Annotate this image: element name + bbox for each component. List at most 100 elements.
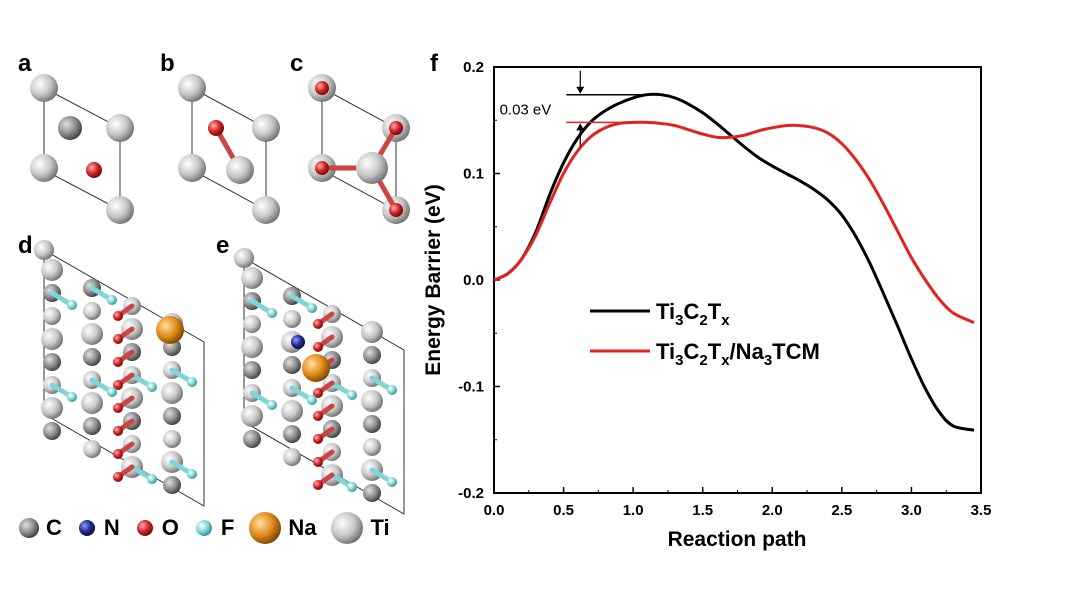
f-atom bbox=[147, 382, 157, 392]
ti-atom bbox=[83, 302, 101, 320]
atom-legend-item-c: C bbox=[18, 515, 62, 541]
ti-atom bbox=[163, 430, 181, 448]
x-tick-label: 1.5 bbox=[692, 502, 713, 519]
nitrogen-atom-icon bbox=[78, 520, 95, 536]
x-tick-label: 3.5 bbox=[971, 502, 992, 519]
c-atom bbox=[363, 346, 381, 364]
o-atom bbox=[315, 161, 329, 175]
atom-legend-item-na: Na bbox=[248, 511, 316, 545]
o-atom bbox=[113, 357, 123, 367]
f-atom bbox=[147, 474, 157, 484]
atom-legend-item-o: O bbox=[134, 515, 179, 541]
ti-atom bbox=[178, 154, 206, 182]
series-line-ti3c2tx-na3tcm bbox=[493, 120, 975, 324]
atom-legend: C N O F Na Ti bbox=[18, 510, 390, 546]
o-atom bbox=[113, 449, 123, 459]
x-axis-label: Reaction path bbox=[668, 528, 807, 551]
ti-atom bbox=[234, 248, 254, 268]
atom-legend-label: O bbox=[161, 515, 179, 540]
atom-legend-label: Na bbox=[288, 515, 317, 540]
o-atom bbox=[113, 403, 123, 413]
atom-legend-label: F bbox=[220, 515, 235, 540]
ti-atom bbox=[161, 382, 183, 404]
structure-panels bbox=[30, 74, 410, 515]
o-atom bbox=[86, 162, 102, 178]
o-atom bbox=[389, 203, 403, 217]
ti-atom bbox=[41, 259, 63, 281]
c-atom bbox=[363, 415, 381, 433]
ti-atom bbox=[281, 400, 303, 422]
c-atom bbox=[163, 476, 181, 494]
o-atom bbox=[113, 380, 123, 390]
c-atom bbox=[243, 361, 261, 379]
panel-label-e: e bbox=[216, 232, 230, 259]
f-atom bbox=[347, 390, 357, 400]
plot-frame bbox=[493, 66, 982, 494]
atom-legend-item-f: F bbox=[193, 515, 234, 541]
ti-atom bbox=[241, 267, 263, 289]
annotation-arrowhead-up bbox=[576, 123, 585, 131]
atom-legend-label: N bbox=[103, 515, 120, 540]
f-atom bbox=[67, 392, 77, 402]
ti-atom bbox=[241, 405, 263, 427]
ti-atom bbox=[252, 196, 280, 224]
na-atom bbox=[302, 354, 330, 382]
oxygen-atom-icon bbox=[136, 520, 153, 536]
c-atom bbox=[58, 116, 82, 140]
x-tick-label: 0.0 bbox=[484, 502, 505, 519]
x-tick-label: 2.0 bbox=[762, 502, 783, 519]
na-atom bbox=[156, 316, 184, 344]
y-axis-label: Energy Barrier (eV) bbox=[422, 184, 445, 375]
c-atom bbox=[83, 417, 101, 435]
ti-atom bbox=[34, 240, 54, 260]
legend-entry-ti3c2tx: Ti3​C2​Tx​ bbox=[656, 299, 730, 329]
f-atom bbox=[267, 308, 277, 318]
legend-entry-ti3c2tx-na3tcm: Ti3​C2​Tx​/Na3​TCM bbox=[656, 339, 820, 369]
f-atom bbox=[67, 300, 77, 310]
ti-atom bbox=[106, 196, 134, 224]
ti-atom bbox=[41, 397, 63, 419]
ti-atom bbox=[83, 440, 101, 458]
o-atom bbox=[113, 472, 123, 482]
ti-atom bbox=[178, 74, 206, 102]
o-atom bbox=[113, 311, 123, 321]
ti-atom bbox=[361, 321, 383, 343]
ti-atom bbox=[41, 328, 63, 350]
ti-atom bbox=[226, 156, 254, 184]
titanium-atom-icon bbox=[331, 512, 364, 544]
f-atom bbox=[187, 469, 197, 479]
o-atom bbox=[313, 319, 323, 329]
c-atom bbox=[83, 348, 101, 366]
ti-atom bbox=[43, 307, 61, 325]
ti-atom bbox=[283, 448, 301, 466]
sodium-atom-icon bbox=[249, 512, 282, 544]
f-atom bbox=[107, 295, 117, 305]
f-atom bbox=[347, 482, 357, 492]
y-tick-label: 0.1 bbox=[463, 166, 484, 183]
f-atom bbox=[307, 395, 317, 405]
o-atom bbox=[113, 426, 123, 436]
o-atom bbox=[113, 334, 123, 344]
panel-label-a: a bbox=[18, 50, 32, 77]
c-atom bbox=[283, 356, 301, 374]
c-atom bbox=[363, 484, 381, 502]
c-atom bbox=[163, 407, 181, 425]
c-atom bbox=[283, 425, 301, 443]
f-atom bbox=[307, 303, 317, 313]
y-tick-label: 0.2 bbox=[463, 59, 484, 76]
ti-atom bbox=[81, 392, 103, 414]
o-atom bbox=[315, 81, 329, 95]
x-tick-label: 3.0 bbox=[901, 502, 922, 519]
ti-atom bbox=[81, 323, 103, 345]
atom-legend-item-n: N bbox=[76, 515, 120, 541]
f-atom bbox=[107, 387, 117, 397]
f-atom bbox=[187, 377, 197, 387]
annotation-label: 0.03 eV bbox=[500, 102, 552, 119]
f-atom bbox=[387, 477, 397, 487]
f-atom bbox=[267, 400, 277, 410]
x-tick-label: 1.0 bbox=[623, 502, 644, 519]
c-atom bbox=[43, 353, 61, 371]
o-atom bbox=[313, 342, 323, 352]
ti-atom bbox=[356, 152, 388, 184]
